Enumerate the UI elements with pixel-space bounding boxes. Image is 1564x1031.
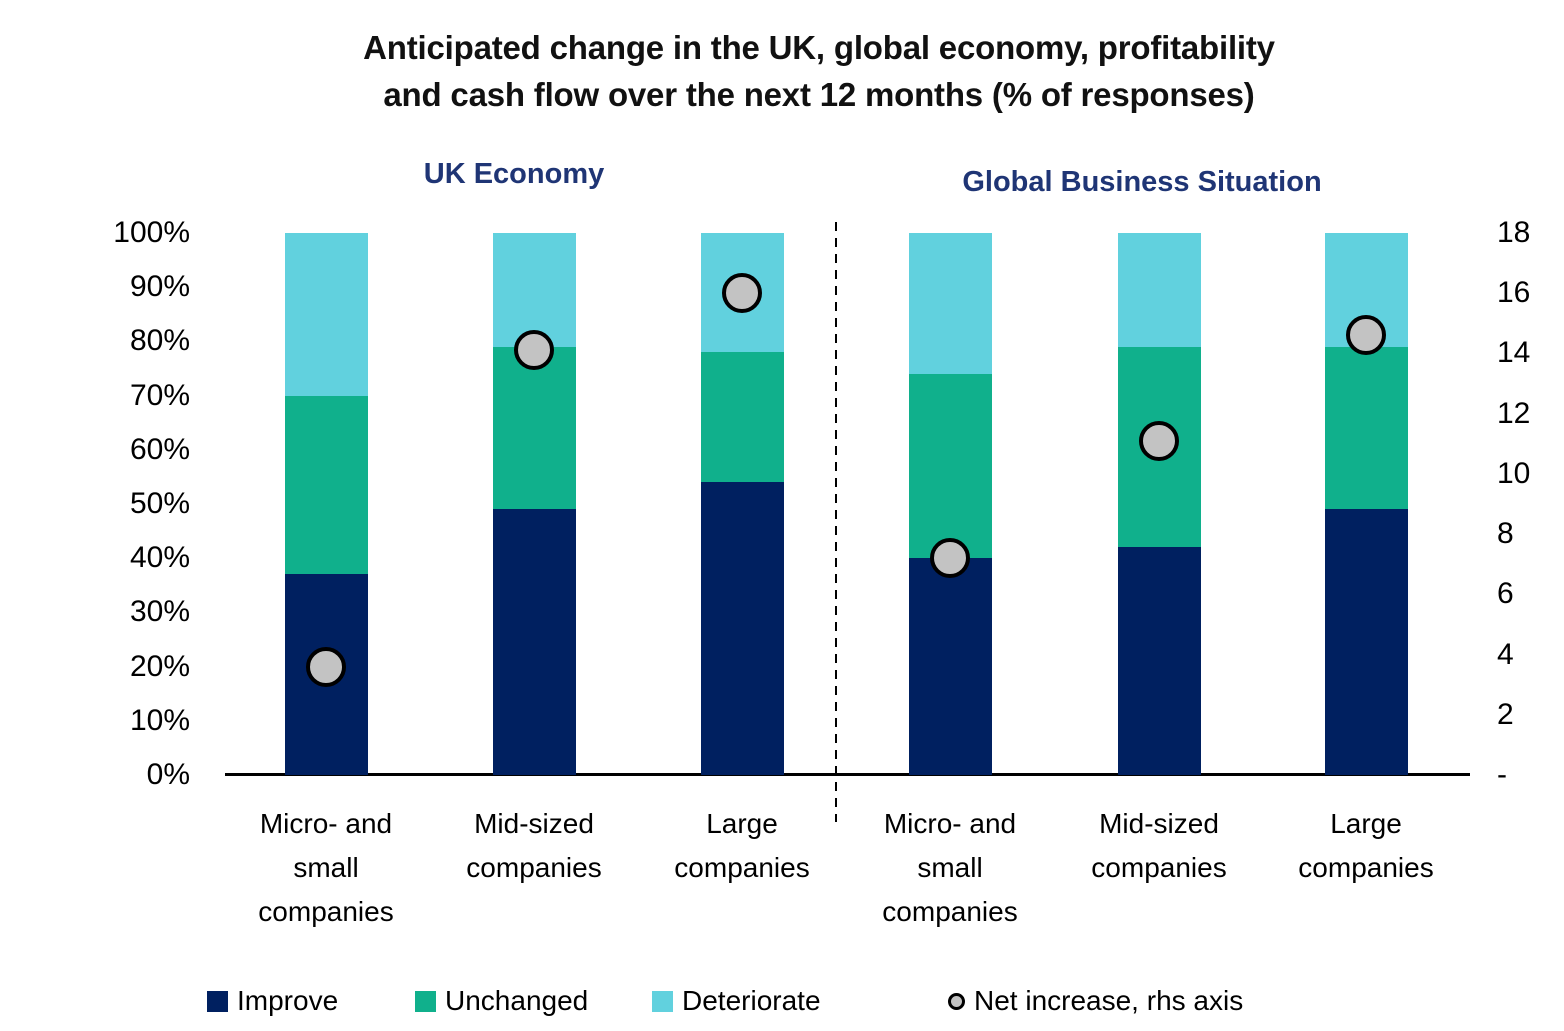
group-separator-dashed-line	[835, 222, 837, 822]
right-axis-tick: 18	[1497, 216, 1531, 249]
bar-segment-deteriorate	[908, 233, 992, 374]
legend-item-improve: Improve	[207, 978, 338, 1024]
left-axis-tick: 90%	[129, 270, 190, 304]
legend-label-deteriorate: Deteriorate	[682, 985, 821, 1016]
legend-label-improve: Improve	[237, 985, 339, 1016]
left-axis-tick: 50%	[129, 487, 190, 520]
improve-swatch	[207, 990, 228, 1012]
net-increase-marker	[1139, 420, 1179, 461]
category-label: Micro- and small companies	[882, 808, 1018, 927]
net-increase-marker	[930, 538, 970, 579]
right-axis-tick: 8	[1497, 517, 1514, 551]
left-axis-tick: 70%	[129, 378, 190, 412]
left-axis-tick: 60%	[129, 432, 190, 466]
unchanged-swatch	[415, 990, 436, 1012]
net-increase-marker	[514, 330, 554, 371]
category-label: Large companies	[674, 808, 810, 883]
category-label: Mid-sized companies	[1091, 808, 1227, 883]
bar-segment-deteriorate	[492, 233, 576, 347]
bar-segment-improve	[908, 558, 992, 775]
legend: Improve Unchanged Deteriorate Net increa…	[0, 978, 1564, 1024]
legend-item-unchanged: Unchanged	[415, 978, 588, 1024]
bar-segment-improve	[700, 482, 784, 775]
bar-segment-improve	[492, 509, 576, 775]
net-increase-marker	[306, 646, 346, 687]
right-axis-tick: 10	[1497, 456, 1531, 490]
right-axis-tick: 12	[1497, 396, 1531, 430]
x-axis-line	[225, 773, 1470, 776]
group-title-global-business-situation: Global Business Situation	[962, 166, 1322, 198]
left-axis-tick: 30%	[129, 595, 190, 629]
left-axis-tick: 80%	[129, 324, 190, 358]
bar-segment-unchanged	[908, 373, 992, 559]
category-label: Large companies	[1298, 808, 1434, 883]
chart-title: Anticipated change in the UK, global eco…	[74, 24, 1564, 118]
bar-segment-unchanged	[1324, 346, 1408, 510]
left-axis-tick: 0%	[146, 758, 190, 791]
bar-segment-unchanged	[492, 346, 576, 510]
category-label: Micro- and small companies	[258, 808, 394, 927]
net-increase-marker-icon	[948, 992, 965, 1010]
legend-label-unchanged: Unchanged	[445, 985, 589, 1016]
bar-segment-improve	[1117, 547, 1201, 775]
right-axis-tick: 14	[1497, 336, 1531, 370]
legend-label-net-increase: Net increase, rhs axis	[974, 985, 1244, 1016]
bar-segment-unchanged	[700, 352, 784, 483]
net-increase-marker	[1346, 315, 1386, 356]
chart-title-line-2: and cash flow over the next 12 months (%…	[383, 76, 1255, 113]
right-axis-tick: 4	[1497, 637, 1514, 671]
right-axis-tick: 2	[1497, 697, 1514, 731]
left-axis-tick: 40%	[129, 541, 190, 575]
bar-segment-improve	[1324, 509, 1408, 775]
left-axis-tick: 10%	[129, 703, 190, 737]
right-axis-tick: 6	[1497, 577, 1514, 611]
deteriorate-swatch	[652, 990, 673, 1012]
right-axis-tick: -	[1497, 758, 1507, 791]
bar-segment-unchanged	[284, 395, 368, 575]
legend-item-deteriorate: Deteriorate	[652, 978, 821, 1024]
left-axis-tick: 100%	[113, 216, 190, 249]
legend-item-net-increase: Net increase, rhs axis	[948, 978, 1243, 1024]
category-label: Mid-sized companies	[466, 808, 602, 883]
net-increase-marker	[722, 273, 762, 314]
bar-segment-deteriorate	[284, 233, 368, 396]
left-axis-tick: 20%	[129, 649, 190, 683]
bar-segment-deteriorate	[1117, 233, 1201, 347]
chart-title-line-1: Anticipated change in the UK, global eco…	[363, 29, 1275, 66]
right-axis-tick: 16	[1497, 276, 1531, 310]
group-title-uk-economy: UK Economy	[423, 158, 605, 190]
